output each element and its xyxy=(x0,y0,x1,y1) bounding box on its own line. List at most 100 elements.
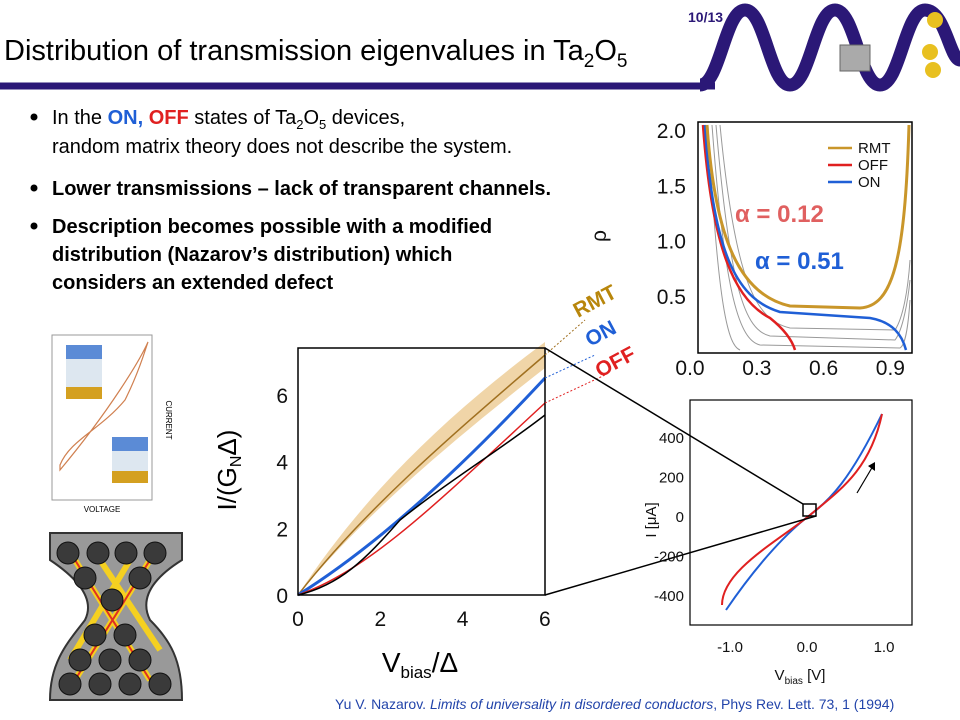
oxide xyxy=(112,451,148,471)
iv-blue-curve xyxy=(725,413,883,611)
bullet-dot xyxy=(30,113,38,121)
on-curve xyxy=(297,376,547,597)
legend-label: OFF xyxy=(858,157,888,174)
plot-frame xyxy=(297,347,546,596)
annotation: α = 0.51 xyxy=(755,248,844,275)
sphere xyxy=(83,623,107,647)
tick-label: 1.0 xyxy=(657,231,686,254)
sphere xyxy=(56,541,80,565)
bullet-text: random matrix theory does not describe t… xyxy=(52,136,512,158)
rho-rmt-curve xyxy=(705,124,911,310)
main-plot: RMT ON OFF I/(GNΔ) Vbias/Δ xyxy=(212,281,817,682)
logo-ball xyxy=(922,44,938,60)
tick-label: 0.9 xyxy=(876,357,905,380)
legend-label: RMT xyxy=(858,140,891,157)
axis-label: Vbias [V] xyxy=(775,667,826,687)
sphere xyxy=(86,541,110,565)
electrode xyxy=(112,471,148,483)
page-number: 10/13 xyxy=(688,9,723,25)
axis-label: I/(GNΔ) xyxy=(212,430,245,511)
sphere xyxy=(58,672,82,696)
constriction-image xyxy=(48,532,184,701)
sphere xyxy=(88,672,112,696)
tick-label: 0.0 xyxy=(797,639,818,656)
bullet-text: Description becomes possible with a modi… xyxy=(52,216,492,238)
sphere xyxy=(128,648,152,672)
tick-label: 6 xyxy=(539,608,551,631)
rmt-band xyxy=(298,342,545,595)
tick-label: 400 xyxy=(659,430,684,447)
axis-label: CURRENT xyxy=(164,400,173,439)
zoom-box xyxy=(802,503,817,517)
electrode xyxy=(112,437,148,451)
oxide xyxy=(66,359,102,387)
tick-label: 4 xyxy=(276,452,288,475)
axis-label: Vbias/Δ xyxy=(382,647,458,682)
rho-on-curve xyxy=(703,124,908,351)
sphere xyxy=(113,623,137,647)
iv-plot: I [μA] Vbias [V] xyxy=(643,399,913,687)
iv-red-curve xyxy=(721,413,883,606)
legend-label: ON xyxy=(858,174,881,191)
leader xyxy=(544,374,606,404)
bullet-dot xyxy=(30,222,38,230)
tick-label: -200 xyxy=(654,549,684,566)
tick-label: -1.0 xyxy=(717,639,743,656)
logo-tube xyxy=(839,44,871,72)
off-curve xyxy=(297,402,546,596)
sphere xyxy=(100,588,124,612)
bullet-text: considers an extended defect xyxy=(52,272,334,294)
tick-label: 2 xyxy=(276,518,288,541)
tick-label: 6 xyxy=(276,385,288,408)
logo-ball xyxy=(927,12,943,28)
tick-label: 0 xyxy=(276,585,288,608)
axis-label: VOLTAGE xyxy=(84,505,121,514)
logo-wave xyxy=(697,3,960,92)
tick-label: -400 xyxy=(654,588,684,605)
tick-label: 0.6 xyxy=(809,357,838,380)
sphere xyxy=(148,672,172,696)
tick-label: 0.0 xyxy=(675,357,704,380)
bullet-dot xyxy=(30,184,38,192)
curve-label: OFF xyxy=(592,342,640,382)
tick-label: 0 xyxy=(676,509,684,526)
axis-label: I [μA] xyxy=(643,502,660,537)
rho-plot: RMT OFF ON α = 0.12 α = 0.51 ρ xyxy=(588,121,913,354)
tick-label: 0.3 xyxy=(742,357,771,380)
plot-frame xyxy=(689,399,913,626)
tick-label: 1.5 xyxy=(657,175,686,198)
sphere xyxy=(98,648,122,672)
bullet-text: Lower transmissions – lack of transparen… xyxy=(52,178,551,200)
zoom-line xyxy=(544,515,817,596)
electrode xyxy=(66,387,102,399)
sphere xyxy=(73,566,97,590)
axis-label: ρ xyxy=(588,230,611,242)
leader xyxy=(544,354,596,379)
black-curve xyxy=(297,414,546,596)
sphere xyxy=(128,566,152,590)
rmt-curve xyxy=(297,354,546,596)
curve-label: RMT xyxy=(570,281,621,323)
tick-label: 0.5 xyxy=(657,286,686,309)
sphere xyxy=(143,541,167,565)
tick-label: 2 xyxy=(374,608,386,631)
rho-off-curve xyxy=(701,124,797,351)
plot-frame xyxy=(697,121,913,354)
tick-label: 1.0 xyxy=(874,639,895,656)
iv-loop xyxy=(59,341,149,472)
electrode xyxy=(66,345,102,359)
sphere xyxy=(114,541,138,565)
bullet-text: In the ON, OFF states of Ta2O5 devices, xyxy=(52,107,405,132)
logo-ball xyxy=(925,62,941,78)
leader xyxy=(544,319,586,356)
slide-title: Distribution of transmission eigenvalues… xyxy=(4,35,627,72)
zoom-line xyxy=(544,347,804,505)
curve-label: ON xyxy=(582,316,621,351)
annotation: α = 0.12 xyxy=(735,201,824,228)
arrow xyxy=(856,465,874,494)
tick-label: 0 xyxy=(292,608,304,631)
tick-label: 4 xyxy=(457,608,469,631)
sphere xyxy=(118,672,142,696)
inset-figure: CURRENT VOLTAGE xyxy=(51,334,173,514)
